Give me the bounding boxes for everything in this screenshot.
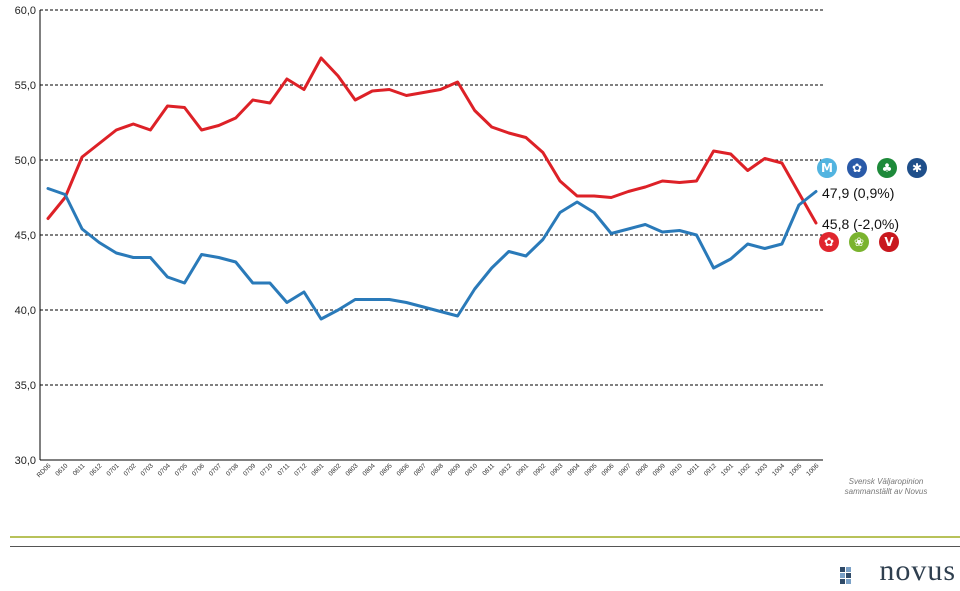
kristdemokraterna-icon: ✱ — [907, 158, 927, 178]
x-tick-label: 0705 — [174, 462, 189, 477]
x-tick-label: 0803 — [344, 462, 359, 477]
series-lines — [46, 56, 818, 321]
svg-text:❀: ❀ — [854, 235, 864, 249]
y-axis: 30,0 35,0 40,0 45,0 50,0 55,0 60,0 — [15, 5, 41, 467]
x-tick-label: 0801 — [310, 462, 325, 477]
folkpartiet-icon: ✿ — [847, 158, 867, 178]
svg-text:✿: ✿ — [824, 235, 834, 249]
x-axis: RD06 0610 0611 0612 0701 0702 0703 0704 0705 0706… — [36, 459, 823, 479]
x-tick-label: 0802 — [327, 462, 342, 477]
x-tick-label: 1006 — [805, 462, 820, 477]
x-tick-label: 1002 — [737, 462, 752, 477]
svg-text:V: V — [884, 235, 894, 249]
x-tick-label: RD06 — [36, 462, 53, 479]
x-tick-label: 0805 — [379, 462, 394, 477]
x-tick-label: 0911 — [686, 462, 701, 477]
y-tick-label: 45,0 — [15, 230, 36, 242]
y-tick-label: 35,0 — [15, 380, 36, 392]
miljopartiet-icon: ❀ — [849, 232, 869, 252]
y-tick-label: 60,0 — [15, 5, 36, 17]
x-tick-label: 0907 — [618, 462, 633, 477]
x-tick-label: 0808 — [430, 462, 445, 477]
x-tick-label: 0809 — [447, 462, 462, 477]
party-icons: M ✿ ♣ ✱ ✿ ❀ V — [817, 158, 927, 252]
footer-rule — [10, 546, 960, 547]
x-tick-label: 0901 — [515, 462, 530, 477]
red-end-label: 45,8 (-2,0%) — [822, 216, 899, 232]
x-tick-label: 0810 — [464, 462, 479, 477]
source-line-2: sammanställt av Novus — [845, 487, 928, 496]
x-tick-label: 0703 — [140, 462, 155, 477]
y-tick-label: 40,0 — [15, 305, 36, 317]
x-tick-label: 0804 — [362, 462, 377, 477]
x-tick-label: 0812 — [498, 462, 513, 477]
x-tick-label: 0811 — [481, 462, 496, 477]
svg-text:♣: ♣ — [882, 161, 893, 175]
series-line-red — [46, 56, 818, 225]
y-tick-label: 50,0 — [15, 155, 36, 167]
novus-logo-mark — [840, 567, 856, 584]
x-tick-label: 0904 — [566, 462, 581, 477]
y-tick-label: 55,0 — [15, 80, 36, 92]
x-tick-label: 0610 — [54, 462, 69, 477]
x-tick-label: 0702 — [123, 462, 138, 477]
series-line-blue — [46, 187, 818, 321]
y-tick-label: 30,0 — [15, 455, 36, 467]
x-tick-label: 0712 — [293, 462, 308, 477]
x-tick-label: 0709 — [242, 462, 257, 477]
x-tick-label: 1003 — [754, 462, 769, 477]
x-tick-label: 0701 — [106, 462, 121, 477]
svg-text:✱: ✱ — [912, 161, 922, 175]
socialdemokraterna-icon: ✿ — [819, 232, 839, 252]
x-tick-label: 1004 — [771, 462, 786, 477]
x-tick-label: 0704 — [157, 462, 172, 477]
x-tick-label: 0611 — [72, 462, 87, 477]
moderaterna-icon: M — [817, 158, 837, 178]
x-tick-label: 0909 — [652, 462, 667, 477]
x-tick-label: 0903 — [549, 462, 564, 477]
x-tick-label: 0908 — [635, 462, 650, 477]
centerpartiet-icon: ♣ — [877, 158, 897, 178]
x-tick-label: 0902 — [532, 462, 547, 477]
x-tick-label: 0711 — [277, 462, 292, 477]
x-tick-label: 0706 — [191, 462, 206, 477]
gridlines — [40, 9, 823, 386]
blue-end-label: 47,9 (0,9%) — [822, 185, 894, 201]
vansterpartiet-icon: V — [879, 232, 899, 252]
x-tick-label: 1001 — [720, 462, 735, 477]
x-tick-label: 0710 — [259, 462, 274, 477]
novus-logo: novus — [879, 554, 956, 587]
x-tick-label: 0708 — [225, 462, 240, 477]
x-tick-label: 1005 — [788, 462, 803, 477]
footer-rule-accent — [10, 536, 960, 538]
x-tick-label: 0807 — [413, 462, 428, 477]
x-tick-label: 0906 — [600, 462, 615, 477]
x-tick-label: 0910 — [669, 462, 684, 477]
x-tick-label: 0707 — [208, 462, 223, 477]
svg-text:✿: ✿ — [852, 161, 862, 175]
x-tick-label: 0612 — [88, 462, 103, 477]
x-tick-label: 0806 — [396, 462, 411, 477]
x-tick-label: 0912 — [703, 462, 718, 477]
svg-text:M: M — [821, 161, 833, 175]
source-line-1: Svensk Väljaropinion — [849, 477, 924, 486]
x-tick-label: 0905 — [583, 462, 598, 477]
